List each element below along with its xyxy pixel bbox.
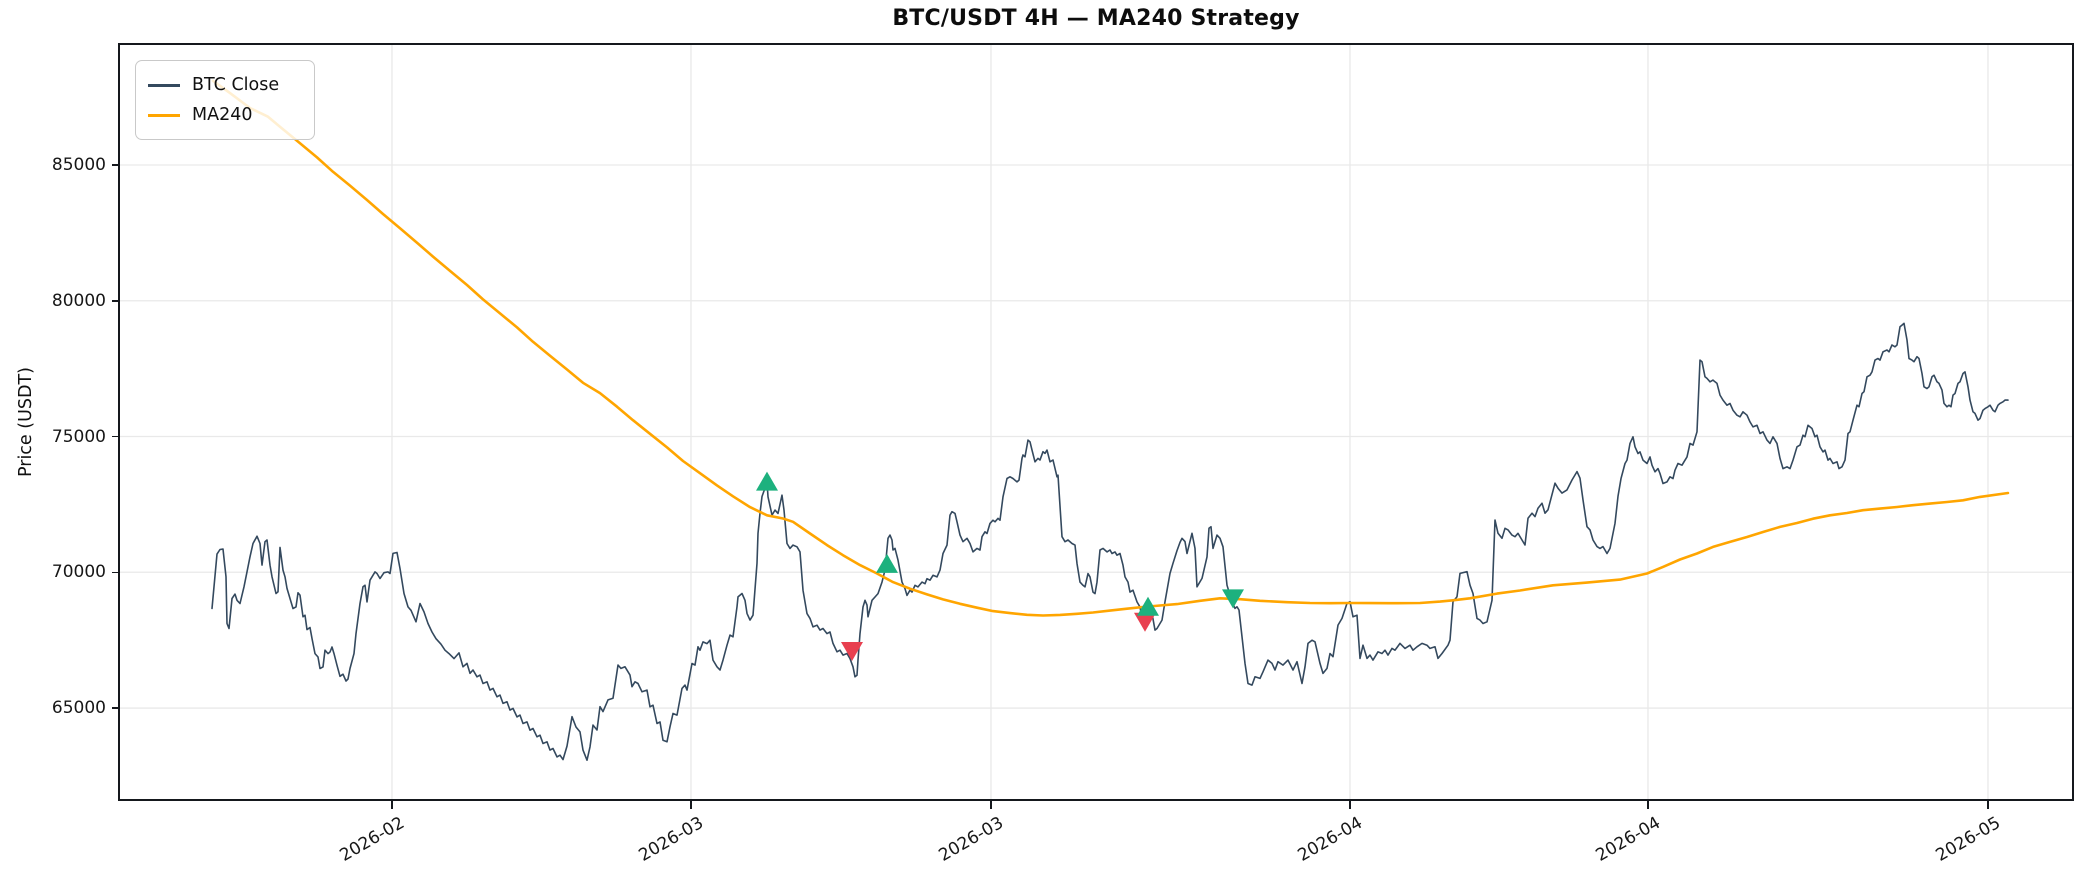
y-tick-label: 65000 xyxy=(51,698,106,719)
x-tick-mark xyxy=(690,801,692,809)
buy-marker-triangle-up xyxy=(1137,596,1159,616)
y-tick-mark xyxy=(112,164,120,166)
y-axis-label: Price (USDT) xyxy=(16,367,36,477)
y-tick-mark xyxy=(112,707,120,709)
x-tick-label: 2026-04 xyxy=(1592,813,1664,866)
x-tick-mark xyxy=(391,801,393,809)
buy-marker-triangle-up xyxy=(876,553,898,573)
buy-marker-triangle-up xyxy=(756,471,778,491)
x-tick-mark xyxy=(990,801,992,809)
x-tick-label: 2026-04 xyxy=(1294,813,1366,866)
x-tick-label: 2026-02 xyxy=(336,813,408,866)
ma240-line-swatch-icon xyxy=(148,113,180,117)
btc-close-line-swatch-icon xyxy=(148,83,180,87)
y-tick-label: 85000 xyxy=(51,155,106,175)
y-tick-mark xyxy=(112,300,120,302)
y-tick-label: 70000 xyxy=(51,562,106,583)
exit-marker-triangle-down xyxy=(1222,589,1244,609)
btc-close-line xyxy=(211,322,2009,761)
x-tick-mark xyxy=(1987,801,1989,809)
legend: BTC Close MA240 xyxy=(135,60,315,140)
plot-area xyxy=(118,43,2074,801)
x-tick-mark xyxy=(1349,801,1351,809)
y-tick-label: 75000 xyxy=(51,426,106,447)
chart-title: BTC/USDT 4H — MA240 Strategy xyxy=(892,6,1300,31)
chart-canvas xyxy=(120,45,2072,799)
y-tick-mark xyxy=(112,571,120,574)
sell-marker-triangle-down xyxy=(1134,612,1156,632)
x-tick-label: 2026-03 xyxy=(635,813,707,866)
y-tick-label: 80000 xyxy=(51,290,106,311)
legend-item-ma240: MA240 xyxy=(148,100,300,130)
sell-marker-triangle-down xyxy=(841,642,863,662)
legend-label: BTC Close xyxy=(192,75,280,95)
x-tick-mark xyxy=(1647,801,1649,809)
y-tick-mark xyxy=(112,435,120,438)
legend-item-btc-close: BTC Close xyxy=(148,70,300,100)
x-tick-label: 2026-03 xyxy=(935,813,1007,866)
x-tick-label: 2026-05 xyxy=(1932,813,2004,866)
legend-label: MA240 xyxy=(192,105,253,125)
ma240-line xyxy=(211,79,2010,617)
